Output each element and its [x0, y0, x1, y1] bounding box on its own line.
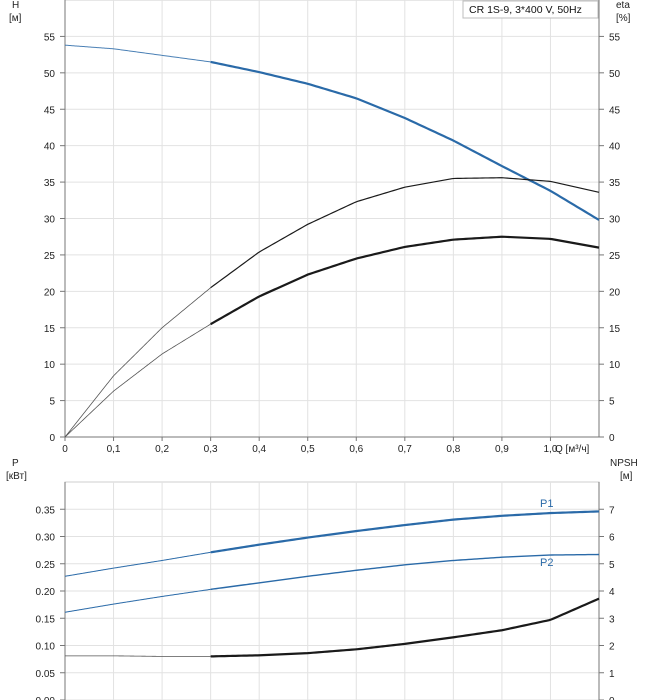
left-tick-label: 10: [44, 360, 56, 371]
left-tick-label: 5: [49, 397, 55, 408]
right-tick-label: 15: [609, 324, 621, 335]
bottom-left-axis-title: P: [12, 458, 19, 469]
right-tick-label: 7: [609, 505, 615, 516]
right-tick-label: 3: [609, 614, 615, 625]
bottom-right-axis-unit: [м]: [620, 471, 633, 482]
bottom-left-axis-unit: [кВт]: [6, 471, 27, 482]
left-tick-label: 0.10: [36, 642, 56, 653]
x-tick-label: 0,1: [107, 444, 121, 455]
left-tick-label: 25: [44, 251, 56, 262]
left-tick-label: 0.15: [36, 614, 56, 625]
power-npsh-panel: 0.00 0.05 0.10 0.15 0.20 0.25 0.30 0.35 0 1 2 3 4 5 6 7…: [6, 458, 638, 700]
x-tick-label: 0,4: [252, 444, 266, 455]
right-tick-label: 0: [609, 696, 615, 700]
right-tick-label: 4: [609, 587, 615, 598]
x-tick-label: 0,2: [155, 444, 169, 455]
x-tick-label: 0,6: [349, 444, 363, 455]
right-tick-label: 0: [609, 433, 615, 444]
right-tick-label: 10: [609, 360, 621, 371]
p1-curve: [210, 510, 600, 554]
left-tick-label: 45: [44, 105, 56, 116]
right-tick-label: 25: [609, 251, 621, 262]
left-tick-label: 50: [44, 69, 56, 80]
right-tick-label: 20: [609, 287, 621, 298]
left-tick-label: 0.30: [36, 533, 56, 544]
right-tick-label: 30: [609, 215, 621, 226]
x-tick-label: 0,9: [495, 444, 509, 455]
efficiency-lower-curve: [210, 235, 600, 326]
top-left-axis-title: H: [12, 0, 19, 11]
left-tick-label: 0.20: [36, 587, 56, 598]
left-tick-label: 55: [44, 32, 56, 43]
x-tick-label: 0,5: [301, 444, 315, 455]
right-tick-label: 2: [609, 642, 615, 653]
left-tick-label: 0.25: [36, 560, 56, 571]
top-left-axis-unit: [м]: [9, 13, 22, 24]
efficiency-upper-curve: [210, 177, 600, 289]
x-tick-label: 0,8: [446, 444, 460, 455]
p2-curve-extrapolated: [64, 588, 211, 613]
p1-curve-extrapolated: [64, 551, 211, 577]
efficiency-upper-extrapolated: [64, 287, 211, 438]
left-tick-label: 15: [44, 324, 56, 335]
right-tick-label: 45: [609, 105, 621, 116]
left-tick-label: 0.00: [36, 696, 56, 700]
head-curve-extrapolated: [64, 44, 211, 63]
left-tick-label: 0: [49, 433, 55, 444]
right-tick-label: 5: [609, 397, 615, 408]
left-tick-label: 30: [44, 215, 56, 226]
bottom-axes: 0.00 0.05 0.10 0.15 0.20 0.25 0.30 0.35 0 1 2 3 4 5 6 7: [36, 482, 615, 700]
right-tick-label: 50: [609, 69, 621, 80]
p1-label: P1: [540, 498, 553, 510]
left-tick-label: 0.05: [36, 669, 56, 680]
right-tick-label: 6: [609, 533, 615, 544]
x-tick-label: 0,7: [398, 444, 412, 455]
left-tick-label: 35: [44, 178, 56, 189]
right-tick-label: 55: [609, 32, 621, 43]
left-tick-label: 0.35: [36, 505, 56, 516]
efficiency-lower-extrapolated: [64, 323, 211, 438]
right-tick-label: 5: [609, 560, 615, 571]
npsh-curve: [210, 597, 600, 658]
right-tick-label: 35: [609, 178, 621, 189]
bottom-right-axis-title: NPSH: [610, 458, 638, 469]
right-tick-label: 1: [609, 669, 615, 680]
npsh-curve-extrapolated: [65, 655, 211, 657]
top-grid: [64, 0, 600, 438]
right-tick-label: 40: [609, 142, 621, 153]
x-tick-label: 0: [62, 444, 68, 455]
bottom-grid: [64, 482, 600, 700]
x-tick-label: 0,3: [204, 444, 218, 455]
chart-title-box: CR 1S-9, 3*400 V, 50Hz: [462, 0, 599, 19]
head-curve: [210, 60, 600, 221]
x-axis-label: Q [м³/ч]: [555, 444, 590, 455]
bottom-curves: P1 P2: [64, 498, 600, 658]
left-tick-label: 40: [44, 142, 56, 153]
top-curves: [64, 44, 600, 438]
p2-curve: [210, 553, 600, 591]
x-tick-label: 1,0: [544, 444, 558, 455]
p2-label: P2: [540, 557, 553, 569]
chart-title: CR 1S-9, 3*400 V, 50Hz: [469, 4, 582, 16]
top-right-axis-title: eta: [616, 0, 630, 11]
top-right-axis-unit: [%]: [616, 13, 631, 24]
left-tick-label: 20: [44, 287, 56, 298]
